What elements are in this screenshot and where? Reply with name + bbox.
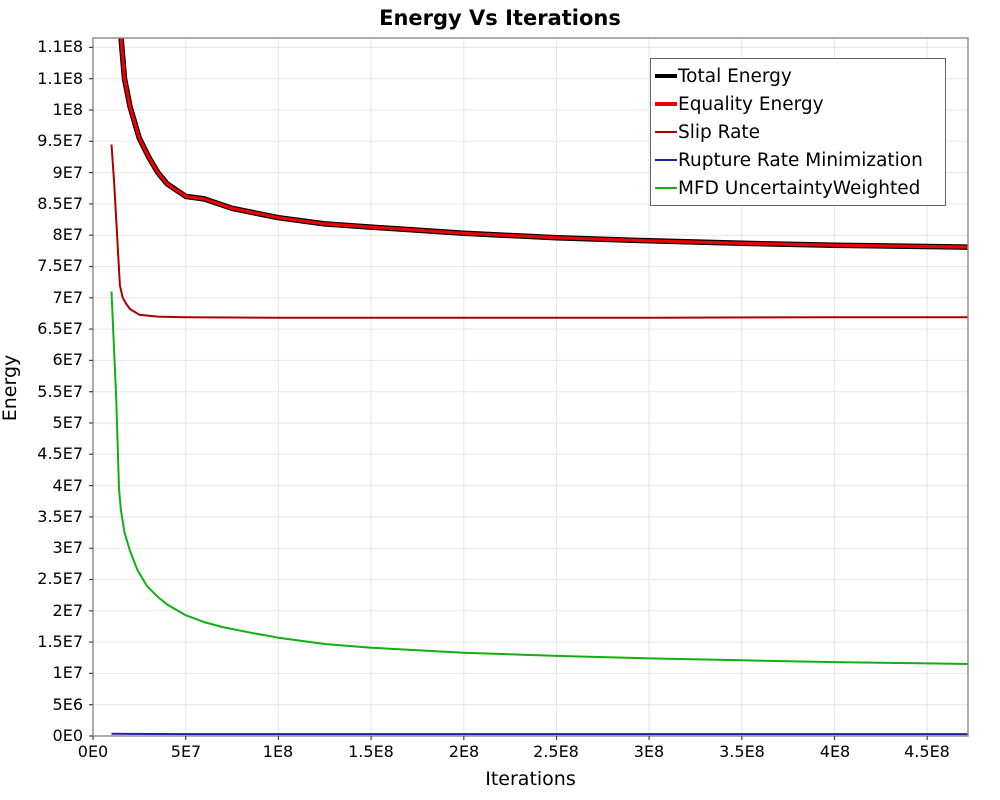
legend: Total Energy Equality Energy Slip Rate R… [650, 58, 946, 206]
series-equality-energy-line [119, 38, 968, 249]
x-tick-label: 1.5E8 [348, 742, 394, 761]
rupture-rate-minimization-swatch-icon [655, 158, 677, 162]
total-energy-swatch-icon [655, 74, 677, 78]
x-tick-label: 1E8 [262, 742, 294, 761]
y-tick-label: 5.5E7 [37, 382, 83, 401]
x-tick-label: 4E8 [819, 742, 851, 761]
y-tick-label: 3E7 [52, 538, 83, 557]
y-tick-label: 7E7 [52, 288, 83, 307]
slip-rate-swatch-icon [655, 130, 677, 134]
y-tick-label: 9E7 [52, 163, 83, 182]
y-tick-label: 4E7 [52, 476, 83, 495]
y-tick-label: 5E7 [52, 413, 83, 432]
y-tick-label: 7.5E7 [37, 256, 83, 275]
y-axis-title: Energy [0, 354, 21, 422]
x-tick-label: 2.5E8 [533, 742, 579, 761]
legend-label: Slip Rate [678, 121, 761, 143]
y-tick-label: 0E0 [52, 726, 83, 745]
y-tick-label: 2.5E7 [37, 569, 83, 588]
y-tick-label: 1E7 [52, 663, 83, 682]
y-tick-label: 1.5E7 [37, 632, 83, 651]
legend-item-total-energy: Total Energy [655, 62, 941, 90]
y-tick-label: 8E7 [52, 225, 83, 244]
legend-label: MFD UncertaintyWeighted [678, 177, 921, 199]
x-tick-label: 4.5E8 [904, 742, 950, 761]
x-tick-label: 2E8 [448, 742, 480, 761]
legend-item-mfd-uncertaintyweighted: MFD UncertaintyWeighted [655, 174, 941, 202]
y-tick-label: 1.1E8 [37, 37, 83, 56]
x-tick-label: 5E7 [170, 742, 202, 761]
chart-title: Energy Vs Iterations [379, 6, 621, 30]
y-tick-label: 3.5E7 [37, 507, 83, 526]
legend-label: Equality Energy [678, 93, 824, 115]
x-tick-label: 3E8 [633, 742, 665, 761]
legend-item-rupture-rate-minimization: Rupture Rate Minimization [655, 146, 941, 174]
x-tick-label: 3.5E8 [719, 742, 765, 761]
legend-label: Total Energy [678, 65, 792, 87]
legend-label: Rupture Rate Minimization [678, 149, 923, 171]
y-tick-label: 1.1E8 [37, 69, 83, 88]
y-tick-label: 9.5E7 [37, 131, 83, 150]
plot-border [92, 37, 969, 737]
y-tick-label: 8.5E7 [37, 194, 83, 213]
mfd-uncertaintyweighted-swatch-icon [655, 186, 677, 190]
legend-item-slip-rate: Slip Rate [655, 118, 941, 146]
equality-energy-swatch-icon [655, 102, 677, 106]
legend-item-equality-energy: Equality Energy [655, 90, 941, 118]
series-slip-rate-line [110, 144, 968, 319]
series-lines [110, 38, 968, 736]
y-tick-label: 6E7 [52, 350, 83, 369]
y-tick-label: 4.5E7 [37, 444, 83, 463]
y-tick-label: 6.5E7 [37, 319, 83, 338]
y-tick-label: 5E6 [52, 695, 83, 714]
x-axis-title: Iterations [485, 768, 576, 790]
y-tick-label: 1E8 [52, 100, 83, 119]
y-tick-label: 2E7 [52, 601, 83, 620]
axis-tick-marks [89, 46, 928, 740]
x-tick-label: 0E0 [77, 742, 109, 761]
series-mfd-uncertaintyweighted-line [110, 291, 968, 665]
